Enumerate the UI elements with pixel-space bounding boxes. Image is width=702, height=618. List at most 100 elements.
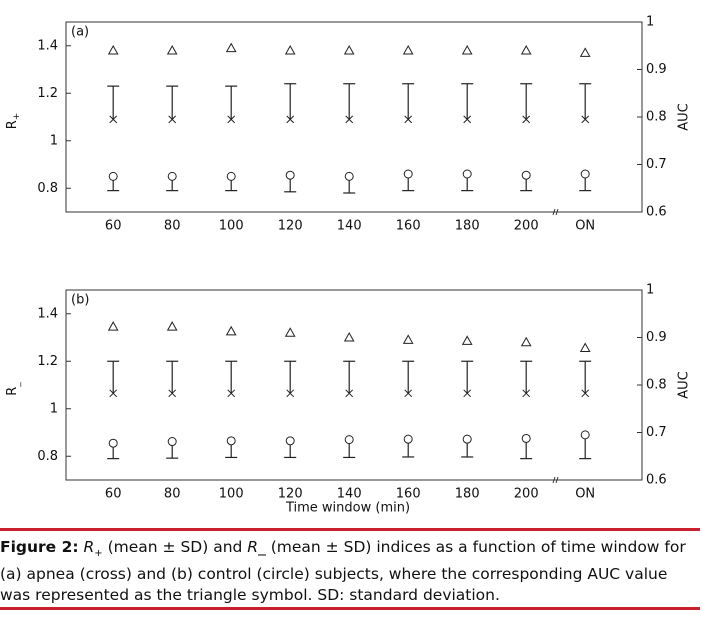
error-bar: [166, 360, 179, 394]
triangle-marker: [284, 327, 296, 337]
cross-marker: [463, 115, 472, 124]
error-bar: [107, 360, 120, 394]
cross-stroke: [168, 115, 177, 124]
y2-tick-label: 0.9: [646, 330, 667, 345]
y2-tick-label: 0.6: [646, 473, 667, 488]
circle-marker: [285, 436, 295, 446]
y2-tick-label: 0.8: [646, 378, 667, 393]
y2-tick-label: 0.7: [646, 157, 667, 172]
y2-tick-label: 0.8: [646, 110, 667, 125]
y-axis-label-sub: _: [12, 382, 22, 388]
x-tick-label: 80: [164, 219, 181, 234]
triangle-marker: [520, 336, 532, 347]
y2-tick-label: 1: [646, 15, 654, 30]
circle-marker: [462, 169, 472, 179]
y2-tick-label: 0.7: [646, 425, 667, 440]
cross-stroke: [463, 115, 472, 124]
error-bar: [107, 85, 120, 120]
error-bar: [402, 83, 415, 120]
cross-marker: [227, 115, 236, 124]
cross-marker: [522, 115, 531, 124]
plot-frame: [65, 21, 643, 213]
triangle-marker: [166, 321, 178, 331]
y-tick-label: 1: [50, 133, 58, 148]
x-tick-label: ON: [575, 219, 595, 234]
triangle-marker: [284, 44, 296, 55]
circle-marker: [167, 437, 177, 447]
cross-stroke: [286, 389, 295, 398]
cross-marker: [404, 389, 413, 398]
panel-label: (b): [71, 293, 89, 308]
y2-tick-label: 0.9: [646, 62, 667, 77]
cross-stroke: [463, 389, 472, 398]
axis-break: [552, 208, 556, 216]
error-bar: [284, 83, 297, 120]
axis-break: [552, 476, 556, 484]
cross-marker: [286, 115, 295, 124]
error-bar: [166, 85, 179, 120]
caption-text: (mean ± SD) indices as a function of tim…: [0, 538, 686, 605]
plot-frame: [65, 289, 643, 481]
cross-marker: [168, 389, 177, 398]
x-tick-label: 100: [219, 219, 244, 234]
x-tick-label: 180: [455, 487, 480, 502]
caption-text: +: [94, 548, 103, 560]
y2-axis-label: AUC: [677, 371, 692, 399]
circle-marker: [226, 171, 236, 181]
cross-stroke: [109, 389, 118, 398]
y-tick-label: 1.2: [37, 86, 58, 101]
triangle-marker: [225, 325, 237, 336]
triangle-marker: [343, 44, 355, 55]
cross-stroke: [109, 115, 118, 124]
cross-stroke: [345, 389, 354, 398]
triangle-marker: [579, 342, 591, 352]
caption-text: R: [83, 538, 95, 556]
x-tick-label: 100: [219, 487, 244, 502]
x-tick-label: 120: [278, 219, 303, 234]
cross-stroke: [286, 115, 295, 124]
triangle-marker: [225, 42, 237, 53]
y2-axis-label: AUC: [677, 103, 692, 131]
triangle-marker: [107, 44, 119, 55]
x-tick-label: 60: [105, 487, 122, 502]
circle-marker: [580, 169, 590, 179]
circle-marker: [344, 171, 354, 181]
caption: Figure 2: R+ (mean ± SD) and R_ (mean ± …: [0, 528, 700, 610]
x-tick-label: 160: [396, 487, 421, 502]
panel-label: (a): [71, 25, 89, 40]
triangle-marker: [461, 335, 473, 345]
error-bar: [579, 360, 592, 394]
circle-marker: [108, 171, 118, 181]
error-bar: [343, 360, 356, 394]
x-tick-label: 120: [278, 487, 303, 502]
circle-marker: [344, 435, 354, 445]
cross-marker: [168, 115, 177, 124]
error-bar: [461, 360, 474, 394]
cross-stroke: [404, 115, 413, 124]
triangle-marker: [343, 331, 355, 342]
cross-stroke: [227, 389, 236, 398]
error-bar: [579, 83, 592, 120]
cross-stroke: [522, 389, 531, 398]
triangle-marker: [461, 44, 473, 55]
x-tick-label: 200: [514, 219, 539, 234]
cross-stroke: [404, 389, 413, 398]
cross-marker: [581, 389, 590, 398]
triangle-marker: [107, 321, 119, 331]
cross-marker: [463, 389, 472, 398]
error-bar: [402, 360, 415, 394]
x-tick-label: 180: [455, 219, 480, 234]
triangle-marker: [402, 44, 414, 55]
circle-marker: [462, 434, 472, 444]
cross-marker: [109, 115, 118, 124]
cross-marker: [522, 389, 531, 398]
cross-marker: [345, 389, 354, 398]
cross-stroke: [168, 389, 177, 398]
triangle-marker: [579, 47, 591, 57]
error-bar: [461, 83, 474, 120]
circle-marker: [521, 433, 531, 443]
cross-marker: [109, 389, 118, 398]
x-tick-label: ON: [575, 487, 595, 502]
y-tick-label: 1.2: [37, 354, 58, 369]
